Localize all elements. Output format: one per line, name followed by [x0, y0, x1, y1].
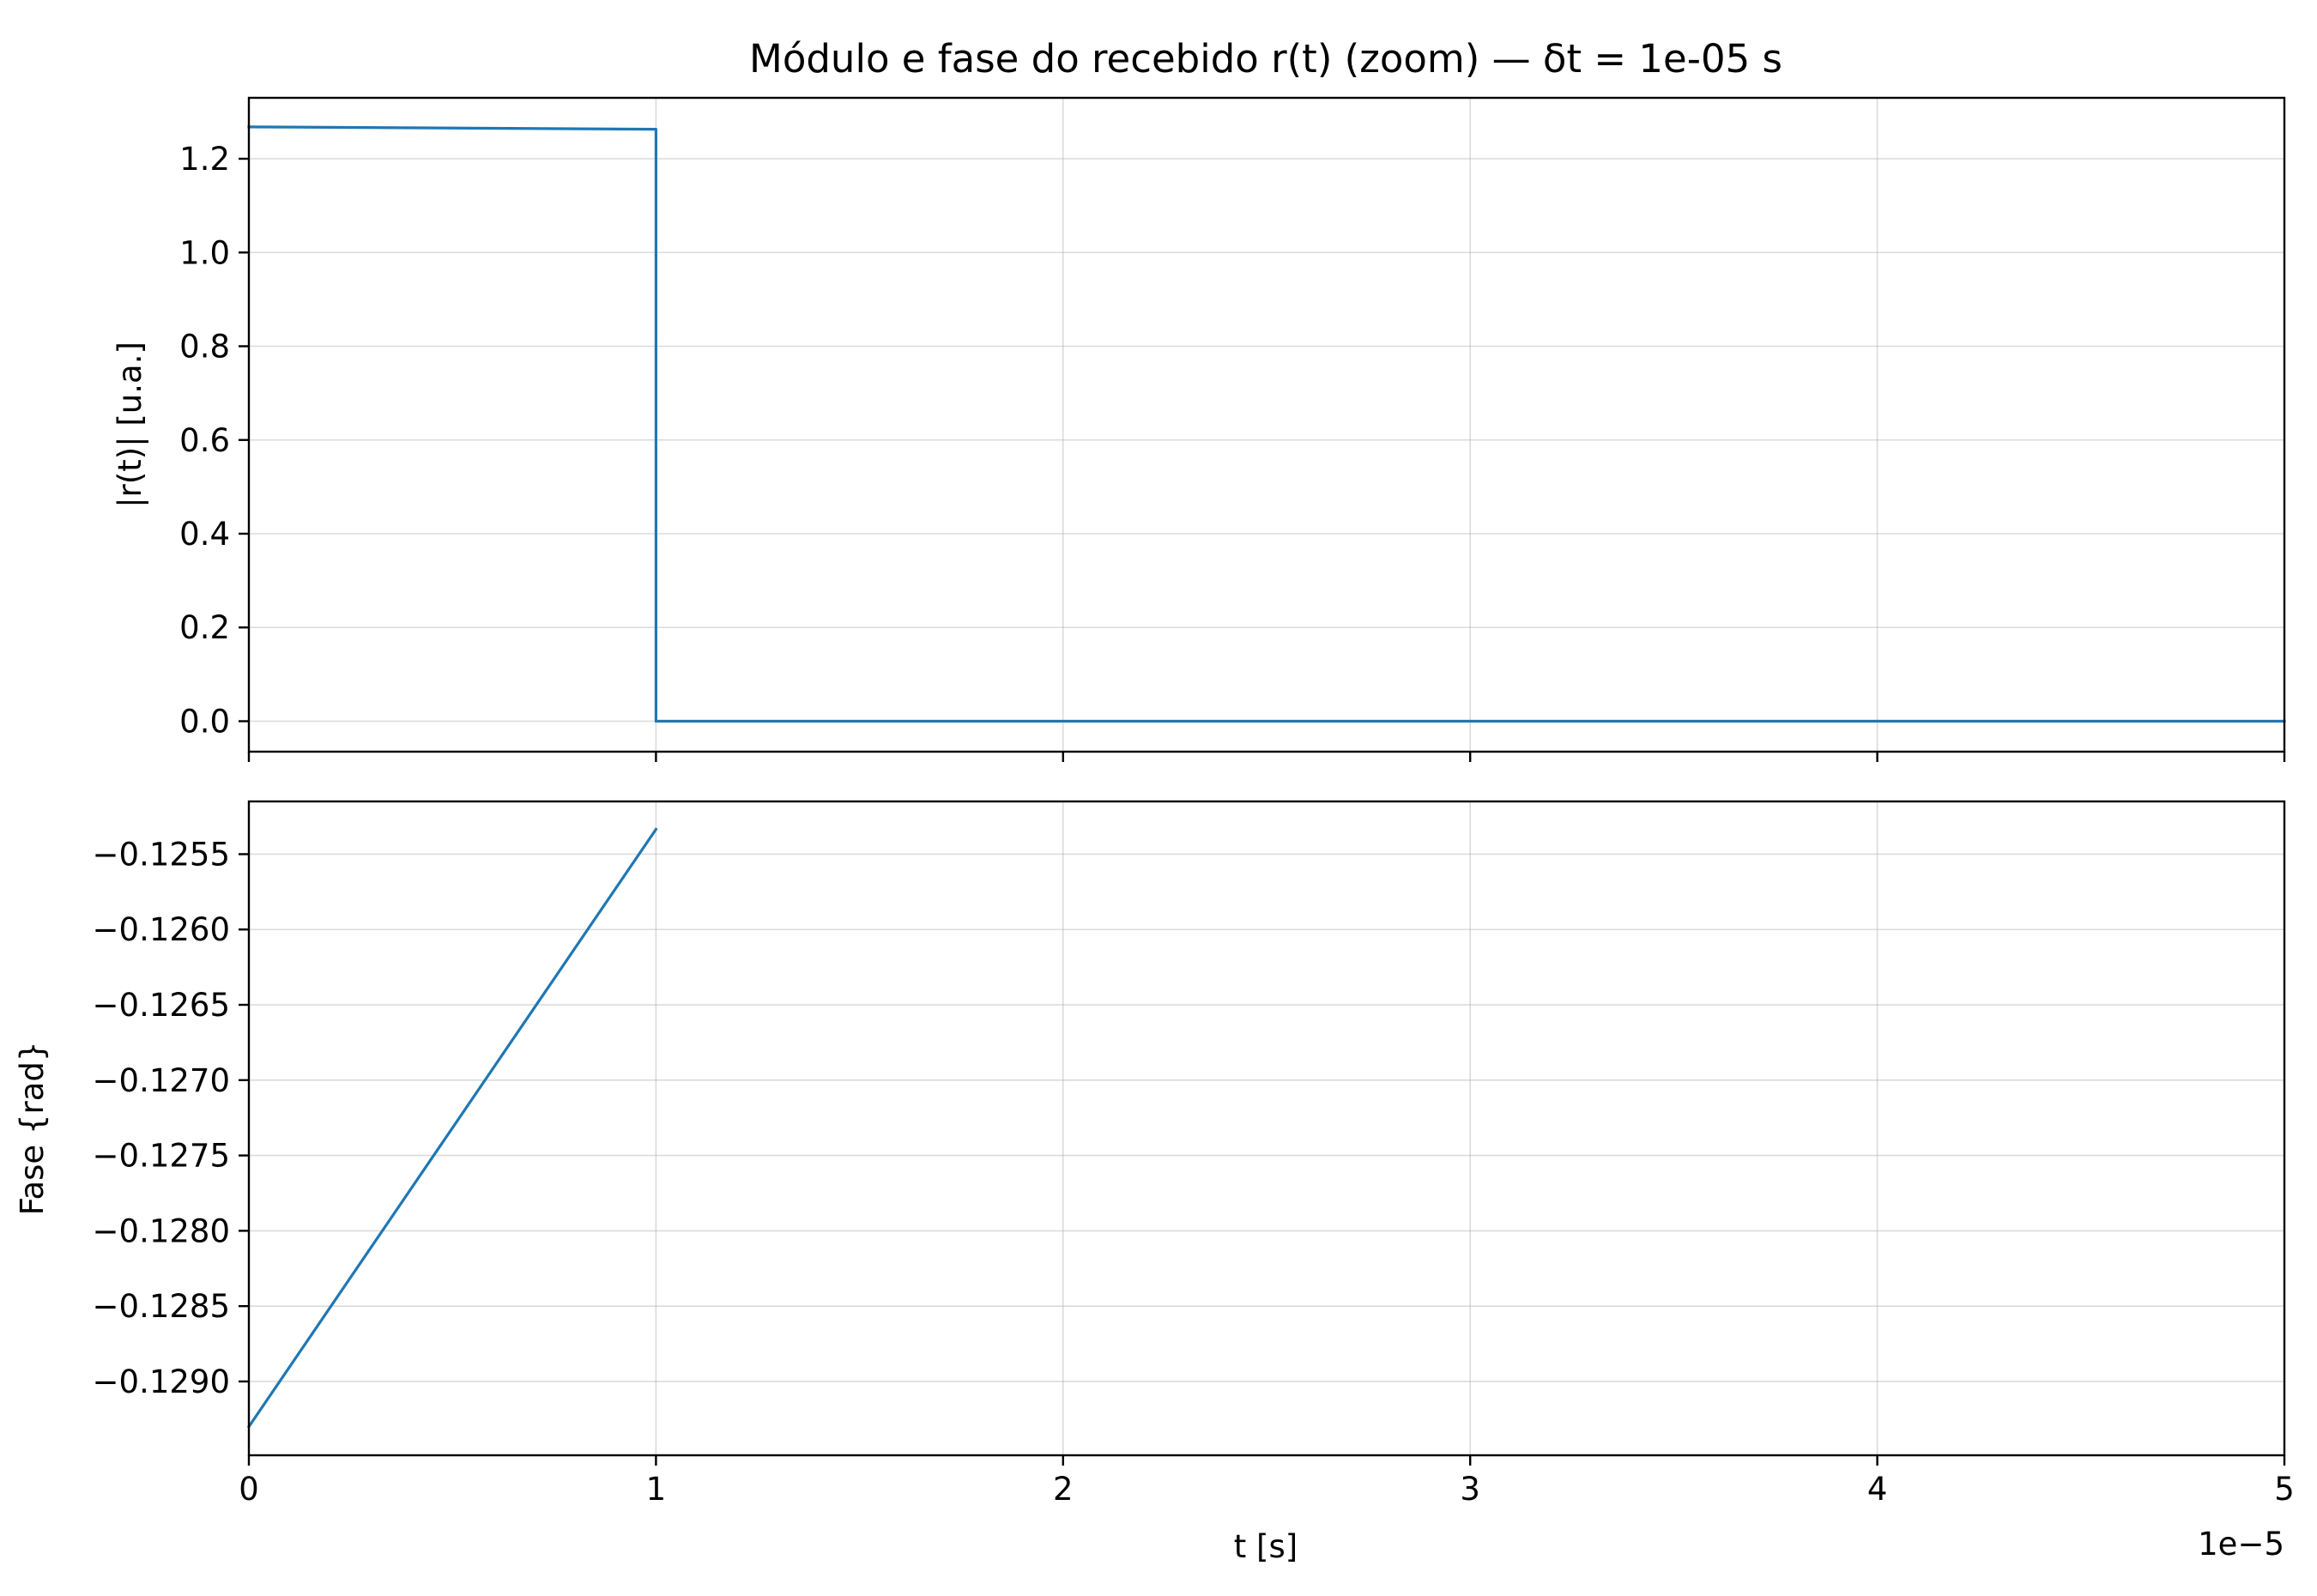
- phase-y-tick-label: −0.1285: [93, 1288, 230, 1325]
- magnitude-subplot: 0.0 0.2 0.4 0.6 0.8 1.0 1.2 |r(t)| [u.a.]: [112, 96, 2286, 762]
- phase-y-tick-label: −0.1290: [93, 1363, 230, 1400]
- magnitude-y-ticks: 0.0 0.2 0.4 0.6 0.8 1.0 1.2: [179, 141, 249, 740]
- x-tick-label: 2: [1053, 1471, 1074, 1508]
- magnitude-series-group: [247, 125, 2286, 723]
- magnitude-x-ticks: [247, 752, 2286, 762]
- x-axis-offset-text: 1e−5: [2198, 1526, 2284, 1563]
- magnitude-y-tick-label: 0.6: [179, 422, 230, 459]
- x-axis-label: t [s]: [1234, 1528, 1298, 1565]
- phase-y-tick-label: −0.1255: [93, 836, 230, 873]
- phase-y-tick-label: −0.1280: [93, 1212, 230, 1249]
- phase-y-tick-label: −0.1265: [93, 987, 230, 1024]
- chart-title: Módulo e fase do recebido r(t) (zoom) — …: [749, 36, 1782, 82]
- phase-y-ticks: −0.1290 −0.1285 −0.1280 −0.1275 −0.1270 −0.12…: [93, 836, 249, 1400]
- magnitude-axes-frame: [247, 96, 2286, 753]
- phase-axes-frame: [247, 800, 2286, 1457]
- magnitude-series-line: [247, 125, 2286, 723]
- phase-series-group: [246, 827, 658, 1429]
- x-tick-label: 1: [646, 1471, 667, 1508]
- phase-series-line: [246, 827, 658, 1429]
- phase-y-tick-label: −0.1270: [93, 1062, 230, 1099]
- phase-x-ticks: 0 1 2 3 4 5: [239, 1455, 2295, 1508]
- x-tick-label: 5: [2274, 1471, 2295, 1508]
- phase-y-tick-label: −0.1260: [93, 911, 230, 948]
- magnitude-y-tick-label: 0.0: [179, 703, 230, 740]
- magnitude-y-tick-label: 0.4: [179, 516, 230, 553]
- magnitude-y-tick-label: 1.2: [179, 141, 230, 178]
- x-tick-label: 0: [239, 1471, 259, 1508]
- phase-y-axis-label: Fase {rad}: [14, 1042, 51, 1216]
- magnitude-y-tick-label: 1.0: [179, 234, 230, 271]
- phase-y-tick-label: −0.1275: [93, 1138, 230, 1175]
- x-tick-label: 4: [1867, 1471, 1888, 1508]
- magnitude-y-tick-label: 0.8: [179, 329, 230, 366]
- magnitude-y-tick-label: 0.2: [179, 609, 230, 646]
- x-tick-label: 3: [1460, 1471, 1480, 1508]
- phase-gridlines: [248, 801, 2285, 1455]
- magnitude-y-axis-label: |r(t)| [u.a.]: [112, 342, 148, 508]
